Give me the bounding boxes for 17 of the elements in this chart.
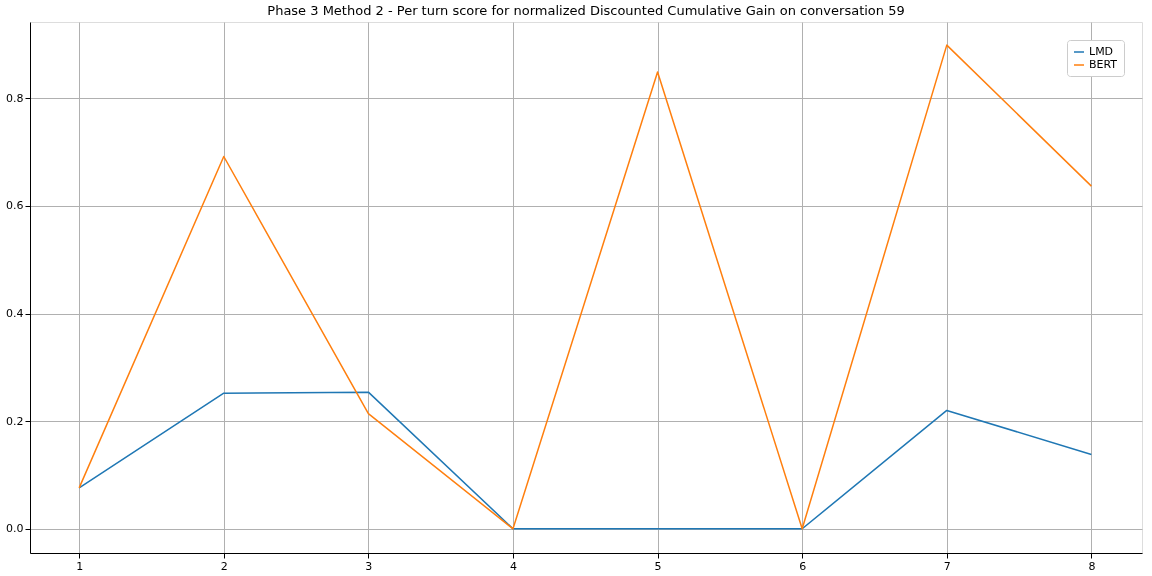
- x-tick-label: 4: [509, 559, 517, 573]
- y-tick-label: 0.6: [6, 199, 24, 213]
- x-tick-label: 8: [1088, 559, 1096, 573]
- x-tick-label: 5: [654, 559, 662, 573]
- x-tick-label: 7: [943, 559, 951, 573]
- y-tick-label: 0.2: [6, 414, 24, 428]
- chart-title: Phase 3 Method 2 - Per turn score for normalized Discounted Cumulative Gain on conversation 59: [267, 3, 905, 18]
- x-tick-label: 2: [220, 559, 228, 573]
- legend-label: BERT: [1089, 58, 1118, 71]
- line-series: [78, 391, 1093, 530]
- y-tick-label: 0.4: [6, 307, 24, 321]
- legend-label: LMD: [1089, 45, 1114, 58]
- x-tick-label: 1: [76, 559, 84, 573]
- x-tick-label: 3: [365, 559, 373, 573]
- y-tick-label: 0.8: [6, 91, 24, 105]
- y-tick-label: 0.0: [6, 522, 24, 536]
- x-tick-label: 6: [799, 559, 807, 573]
